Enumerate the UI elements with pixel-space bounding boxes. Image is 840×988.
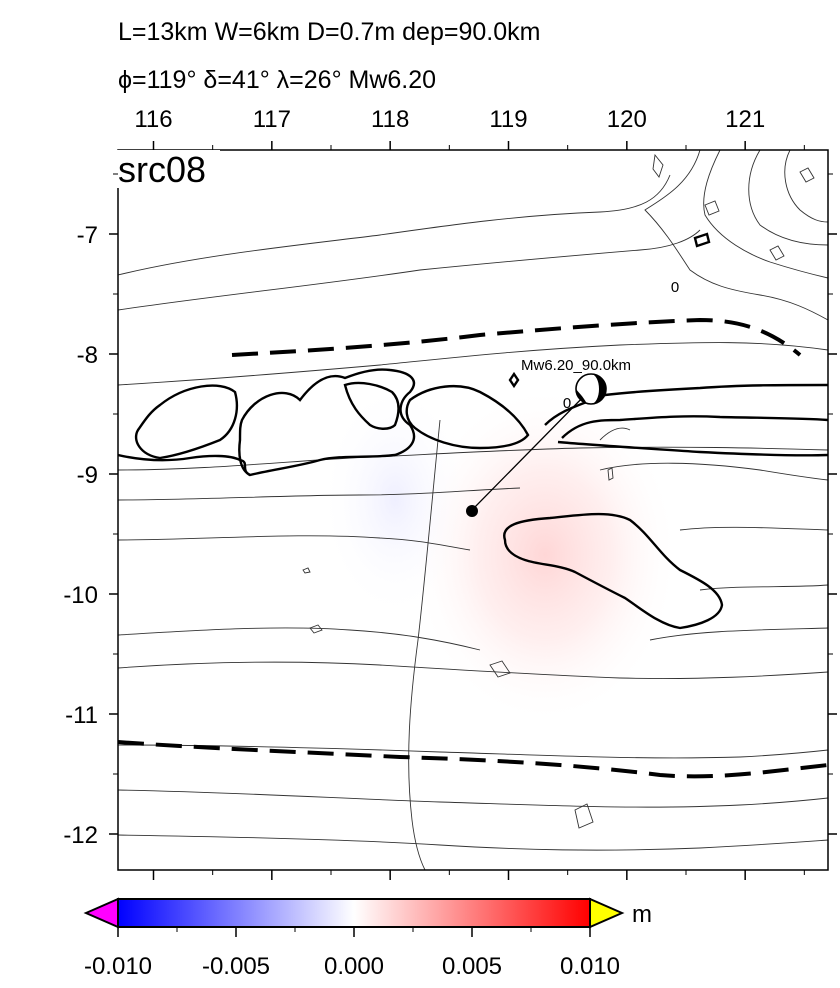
latitude-axis: -7 -8 -9 -10 -11 -12 [63, 173, 837, 849]
negative-subsidence-field [320, 380, 470, 620]
contour-label-1: 0 [671, 279, 679, 296]
colorbar-tick-label: -0.005 [202, 953, 270, 980]
colorbar-tick-label: 0.010 [560, 953, 620, 980]
contour-label-2: 0 [563, 395, 571, 412]
lat-tick-label: -8 [77, 342, 98, 369]
colorbar: m -0.010 -0.005 0.000 0.005 0.010 [83, 897, 652, 980]
fault-center-marker [466, 505, 478, 517]
lat-tick-label: -9 [77, 462, 98, 489]
lon-tick-label: 118 [371, 106, 409, 133]
bathymetry-contours-thin [118, 150, 828, 870]
colorbar-tick-label: 0.005 [442, 953, 502, 980]
lon-tick-label: 119 [489, 106, 527, 133]
colorbar-scale [117, 898, 591, 928]
lat-tick-label: -11 [65, 702, 98, 729]
map-area: 0 0 Mw6.20_90.0km [118, 150, 828, 870]
lon-tick-label: 121 [725, 106, 765, 133]
panel-label: src08 [118, 149, 206, 190]
lat-tick-label: -7 [77, 222, 98, 249]
focal-mechanism-beachball [575, 373, 607, 405]
map-frame [117, 149, 829, 871]
fault-to-mechanism-line [471, 387, 593, 511]
longitude-axis: 116 117 118 119 120 121 [134, 106, 805, 880]
title-line-1: L=13km W=6km D=0.7m dep=90.0km [118, 18, 541, 46]
lon-tick-label: 117 [253, 106, 291, 133]
lat-tick-label: -12 [63, 822, 98, 849]
colorbar-unit: m [632, 901, 652, 928]
lon-tick-label: 116 [134, 106, 172, 133]
trench-dashed-lines [118, 317, 828, 779]
colorbar-overflow-triangle [589, 897, 625, 929]
lat-tick-label: -10 [63, 582, 98, 609]
colorbar-tick-label: 0.000 [324, 953, 384, 980]
epicenter-label: Mw6.20_90.0km [521, 357, 631, 374]
lon-tick-label: 120 [607, 106, 647, 133]
colorbar-tick-label: -0.010 [84, 953, 152, 980]
colorbar-underflow-triangle [83, 897, 119, 929]
title-line-2: ϕ=119° δ=41° λ=26° Mw6.20 [118, 66, 437, 94]
